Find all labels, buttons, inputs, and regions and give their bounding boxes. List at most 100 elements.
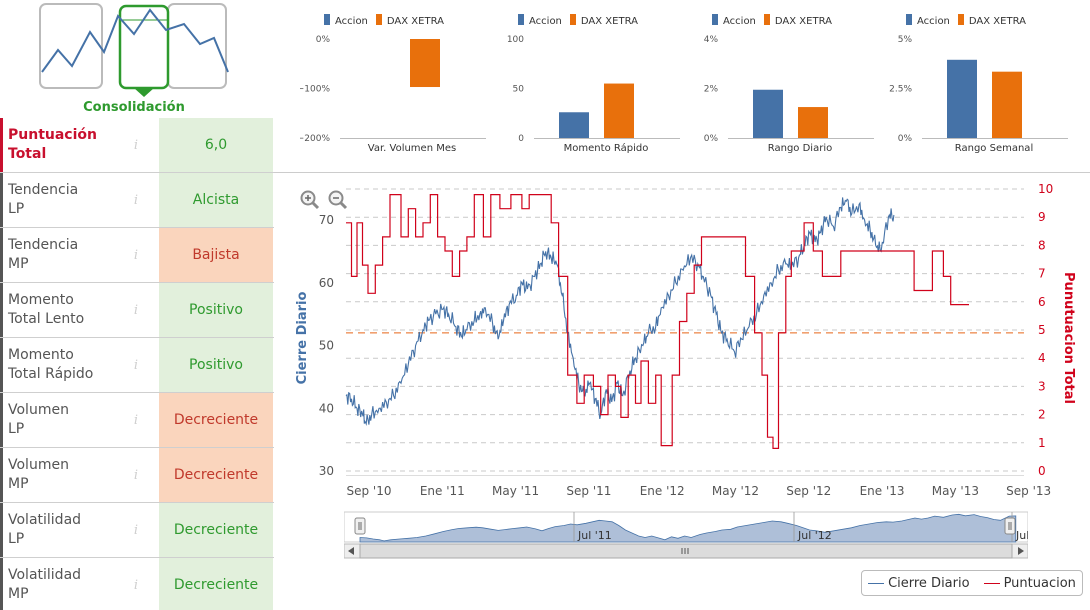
legend-item-cierre[interactable]: Cierre Diario [868,576,970,591]
scroll-left-icon[interactable] [348,547,354,555]
score-row: Volumen LP i Decreciente [0,393,274,448]
legend-swatch [518,14,524,25]
info-icon[interactable]: i [133,302,139,318]
y-tick-label: 0% [316,35,331,45]
y-tick-label: −200% [300,134,330,144]
legend-line-cierre [868,582,885,584]
x-tick-label: Sep '10 [347,484,392,498]
price-score-chart: 0 1 2 3 4 5 6 7 8 9 10 30 40 50 60 70 Cierre Diario Punut… [295,182,1076,476]
x-tick-label: May '12 [712,484,759,498]
scrollbar-thumb[interactable] [359,543,1013,559]
score-row-label: Puntuación Total [0,118,130,172]
legend-label[interactable]: DAX XETRA [580,16,638,27]
score-row: Momento Total Lento i Positivo [0,283,274,338]
x-tick-label: Ene '11 [420,484,465,498]
y2-tick-label: 7 [1038,267,1046,281]
legend-swatch [763,14,770,25]
legend-swatch [375,14,382,25]
series-line-puntuacion[interactable] [346,194,969,449]
bar-chart: Accion DAX XETRA 0% 2.5% 5% Rango Semanal [882,0,1076,160]
bar[interactable] [604,83,634,138]
navigator-handle-right[interactable] [1004,517,1016,535]
score-row-value: Decreciente [159,448,273,502]
bar-chart-title: Rango Semanal [955,143,1033,154]
legend-swatch [712,14,718,25]
zoom-in-icon[interactable] [300,190,320,210]
x-tick-label: Sep '13 [1006,484,1051,498]
score-row-label: Tendencia LP [0,173,130,227]
x-tick-label: May '13 [932,484,979,498]
score-row-label: Momento Total Rápido [0,338,130,392]
legend-label[interactable]: Accion [723,16,756,27]
info-icon[interactable]: i [133,577,139,593]
score-row-label: Tendencia MP [0,228,130,282]
scroll-right-icon[interactable] [1018,547,1024,555]
y-tick-label: 0% [898,134,913,144]
info-icon[interactable]: i [133,357,139,373]
legend-label[interactable]: DAX XETRA [386,16,444,27]
score-row-label-line: Tendencia [8,182,79,198]
y-tick-label: 100 [507,35,524,45]
y-axis-label: Cierre Diario [295,292,310,385]
legend-label[interactable]: Accion [917,16,950,27]
consolidacion-logo: Consolidación [39,3,229,115]
legend-label-cierre: Cierre Diario [888,575,970,591]
y2-tick-label: 8 [1038,238,1046,252]
score-row: Volatilidad MP i Decreciente [0,558,274,610]
score-row-label-line: Momento [8,347,74,363]
x-tick-label: Sep '12 [786,484,831,498]
legend-label[interactable]: DAX XETRA [774,16,832,27]
y2-tick-label: 4 [1038,351,1046,365]
navigator-handle-left[interactable] [354,517,366,535]
info-icon[interactable]: i [133,137,139,153]
score-row-label-line: MP [8,256,29,272]
score-row-label: Volatilidad LP [0,503,130,557]
score-row-label: Volumen LP [0,393,130,447]
legend-swatch [906,14,912,25]
bar[interactable] [559,112,589,138]
bar-chart-plot: 0% −100% −200% Var. Volumen Mes [297,35,486,154]
score-row-value: Positivo [159,283,273,337]
y2-tick-label: 3 [1038,379,1046,393]
logo-label: Consolidación [83,100,185,115]
bar[interactable] [992,71,1022,138]
score-row: Momento Total Rápido i Positivo [0,338,274,393]
bar[interactable] [947,59,977,138]
legend-swatch [957,14,964,25]
navigator-tick-label: Jul '11 [577,529,612,542]
info-icon[interactable]: i [133,192,139,208]
info-icon[interactable]: i [133,412,139,428]
x-tick-label: Ene '13 [860,484,905,498]
info-icon[interactable]: i [133,247,139,263]
bar-chart-title: Rango Diario [768,143,832,154]
bar[interactable] [753,89,783,138]
info-icon[interactable]: i [133,467,139,483]
range-navigator[interactable]: Jul '11 Jul '12 Jul '13 [344,508,1028,560]
y2-tick-label: 5 [1038,323,1046,337]
bar-chart: Accion DAX XETRA 0% 2% 4% Rango Diario [688,0,882,160]
series-line-cierre[interactable] [345,197,895,426]
bar-chart-legend: Accion DAX XETRA [906,14,1026,27]
x-tick-label: May '11 [492,484,539,498]
zoom-out-icon[interactable] [328,190,348,210]
y2-tick-label: 9 [1038,210,1046,224]
navigator-tick-label: Jul '12 [797,529,832,542]
info-icon[interactable]: i [133,522,139,538]
score-row: Tendencia LP i Alcista [0,173,274,228]
score-row-label-line: Total Lento [8,311,85,327]
y-tick-label: 40 [319,401,334,415]
legend-item-puntuacion[interactable]: Puntuacion [983,576,1076,591]
y-tick-label: 2% [704,85,719,95]
y2-tick-label: 0 [1038,464,1046,476]
legend-swatch [569,14,576,25]
bar[interactable] [798,107,828,138]
bar-chart-legend: Accion DAX XETRA [712,14,832,27]
score-row-label-line: Volatilidad [8,512,82,528]
legend-label[interactable]: Accion [335,16,368,27]
legend-label[interactable]: Accion [529,16,562,27]
bar[interactable] [410,39,440,88]
score-row-label-line: Total Rápido [8,366,94,382]
legend-label[interactable]: DAX XETRA [968,16,1026,27]
score-row-label-line: LP [8,531,25,547]
score-row-value: Decreciente [159,503,273,557]
